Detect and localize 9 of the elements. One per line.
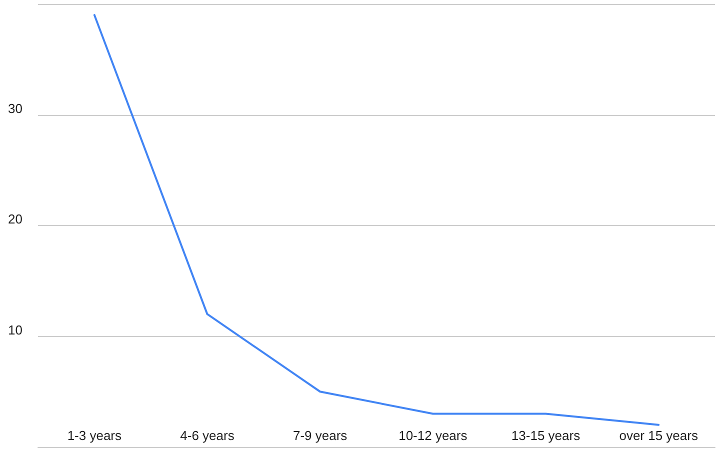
x-tick-label: 7-9 years: [292, 428, 348, 443]
x-tick-label: 4-6 years: [180, 428, 235, 443]
x-tick-label: over 15 years: [619, 428, 698, 443]
y-tick-label: 20: [8, 212, 22, 226]
x-tick-label: 13-15 years: [511, 428, 581, 443]
x-tick-label: 10-12 years: [398, 428, 468, 443]
y-tick-label: 30: [8, 100, 22, 116]
x-tick-label: 1-3 years: [67, 428, 122, 443]
y-tick-label: 10: [8, 322, 22, 338]
